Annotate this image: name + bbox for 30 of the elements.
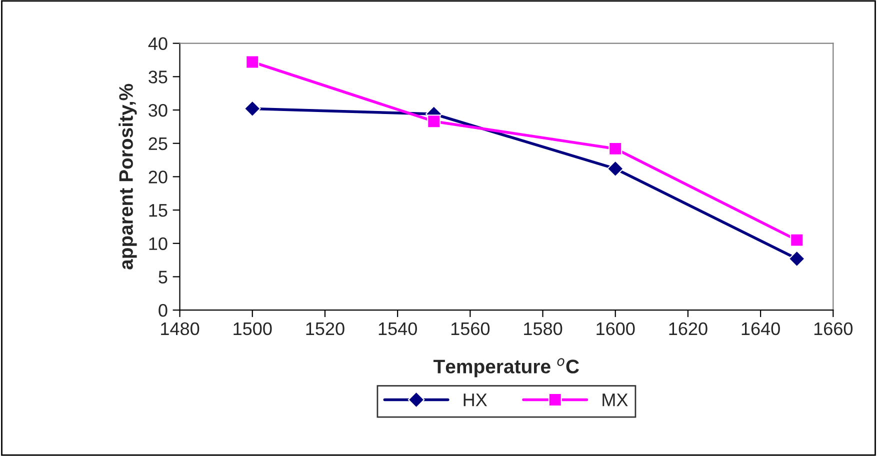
- x-tick-label: 1540: [378, 322, 417, 336]
- y-tick-label: 35: [148, 70, 168, 84]
- y-tick-label: 30: [148, 104, 168, 117]
- x-tick-label: 1480: [161, 322, 200, 336]
- point: [246, 55, 260, 69]
- y-tick-label: 10: [149, 237, 168, 250]
- point: [606, 160, 624, 178]
- legend-label: MX: [602, 394, 628, 406]
- x-tick-label: 1560: [451, 322, 490, 336]
- y-tick-label: 0: [158, 304, 168, 317]
- y-axis-title: apparent Porosity,%: [118, 84, 137, 270]
- x-tick-label: 1580: [524, 322, 562, 336]
- x-tick-label: 1660: [814, 322, 853, 336]
- point: [608, 142, 622, 156]
- y-tick-label: 20: [148, 170, 168, 184]
- x-tick-label: 1600: [596, 322, 635, 336]
- x-tick-label: 1500: [234, 322, 272, 336]
- x-tick-label: 1520: [306, 322, 344, 336]
- y-tick-label: 40: [148, 37, 168, 50]
- point: [788, 250, 806, 268]
- legend-label: HX: [464, 394, 488, 406]
- y-tick-label: 5: [158, 270, 168, 284]
- point: [427, 114, 441, 128]
- y-tick-label: 15: [149, 204, 168, 217]
- y-tick-label: 25: [148, 137, 168, 150]
- x-tick-label: 1640: [742, 322, 780, 336]
- point: [244, 100, 261, 118]
- x-tick-label: 1620: [669, 322, 708, 336]
- x-axis-title: Temperature $^{o}$C: [433, 358, 580, 378]
- point: [790, 233, 804, 247]
